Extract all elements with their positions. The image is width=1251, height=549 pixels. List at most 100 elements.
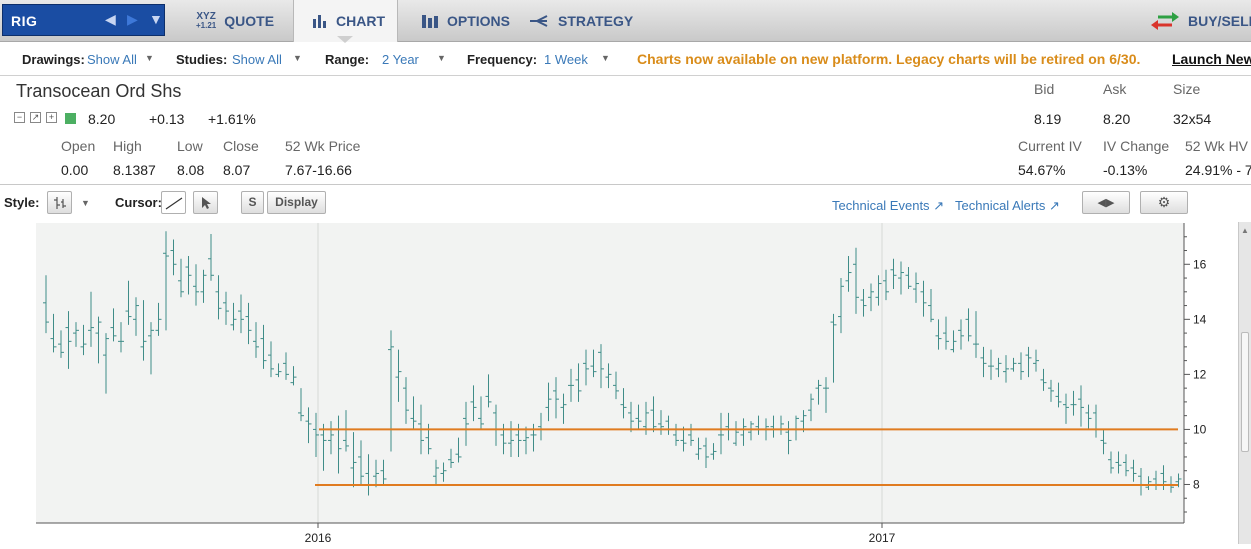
ohlc-bar xyxy=(583,349,589,386)
symbol-ticker[interactable]: RIG xyxy=(11,13,38,29)
range-select[interactable]: 2 Year xyxy=(382,52,419,67)
ohlc-bar xyxy=(883,269,889,301)
price-change: +0.13 xyxy=(149,111,185,127)
next-symbol-icon[interactable]: ▶ xyxy=(127,11,138,27)
collapse-icon[interactable]: − xyxy=(14,112,25,123)
ohlc-bar xyxy=(628,401,634,433)
ohlc-bar xyxy=(223,291,229,325)
ohlc-bar xyxy=(478,396,484,430)
chart-scrollbar[interactable]: ▲ xyxy=(1238,222,1251,544)
ohlc-bar xyxy=(148,322,154,375)
launch-new-link[interactable]: Launch New xyxy=(1172,51,1251,67)
s-button[interactable]: S xyxy=(241,191,264,214)
platform-notice: Charts now available on new platform. Le… xyxy=(637,51,1141,67)
frequency-dropdown-icon[interactable]: ▼ xyxy=(601,53,610,63)
ohlc-bar xyxy=(695,437,702,460)
tab-quote-label: QUOTE xyxy=(224,13,275,29)
buy-sell-button[interactable]: BUY/SELL xyxy=(1150,0,1251,42)
ohlc-bar xyxy=(523,426,529,455)
ohlc-bar xyxy=(1048,379,1054,402)
popout-icon[interactable]: ↗ xyxy=(30,112,41,123)
symbol-dropdown-icon[interactable]: ▼ xyxy=(149,11,163,27)
ohlc-bar xyxy=(898,261,904,295)
ohlc-bar xyxy=(703,437,709,468)
ohlc-bar xyxy=(170,239,177,276)
iv-change-label: IV Change xyxy=(1103,138,1170,154)
chart-toolbar: Style: ▼ Cursor: S Display Technical Eve… xyxy=(0,186,1251,220)
ohlc-bar xyxy=(860,289,867,317)
ohlc-bar xyxy=(560,393,567,424)
ohlc-bar xyxy=(463,401,469,446)
open-label: Open xyxy=(61,138,96,154)
hv-value: 24.91% - 7 xyxy=(1185,162,1251,178)
price-change-pct: +1.61% xyxy=(208,111,256,127)
ohlc-bar xyxy=(605,363,612,389)
ohlc-bar xyxy=(980,346,987,378)
add-watchlist-icon[interactable]: + xyxy=(46,112,57,123)
technical-events-link[interactable]: Technical Events ↗ xyxy=(832,198,945,213)
y-tick-label: 12 xyxy=(1193,367,1207,381)
drawings-label: Drawings: xyxy=(22,52,85,67)
ohlc-bar xyxy=(320,423,327,471)
display-button[interactable]: Display xyxy=(267,191,326,214)
ohlc-bar xyxy=(913,272,919,303)
ohlc-bar xyxy=(1130,459,1137,482)
tab-strategy-label: STRATEGY xyxy=(558,13,634,29)
ohlc-bar xyxy=(1003,355,1009,383)
ohlc-bar xyxy=(313,412,319,457)
ohlc-bar xyxy=(65,311,72,369)
tab-options-label: OPTIONS xyxy=(447,13,511,29)
wk52-label: 52 Wk Price xyxy=(285,138,361,154)
ohlc-bar xyxy=(988,349,994,380)
active-tab-caret xyxy=(337,36,353,43)
ohlc-bar xyxy=(245,302,252,345)
drawings-select[interactable]: Show All xyxy=(87,52,137,67)
ohlc-bar xyxy=(1055,382,1062,408)
frequency-select[interactable]: 1 Week xyxy=(544,52,588,67)
chart-canvas[interactable]: 8 10 12 14 16 2016 2017 xyxy=(0,220,1238,545)
scrollbar-thumb[interactable] xyxy=(1241,332,1249,452)
ohlc-bar xyxy=(853,247,859,314)
ohlc-bar xyxy=(1115,451,1122,474)
ohlc-bar xyxy=(568,368,574,402)
scroll-up-icon[interactable]: ▲ xyxy=(1241,226,1249,235)
cursor-line-button[interactable] xyxy=(161,191,186,214)
tab-strategy[interactable]: STRATEGY xyxy=(528,0,633,42)
tab-quote[interactable]: XYZ +1.21 QUOTE xyxy=(196,0,274,42)
ohlc-bar xyxy=(508,421,514,457)
symbol-selector[interactable]: RIG ◀ ▶ ▼ xyxy=(2,4,165,36)
studies-dropdown-icon[interactable]: ▼ xyxy=(293,53,302,63)
studies-label: Studies: xyxy=(176,52,228,67)
drawings-dropdown-icon[interactable]: ▼ xyxy=(145,53,154,63)
ohlc-bar xyxy=(283,352,289,380)
ohlc-bar xyxy=(673,423,679,446)
ohlc-bar xyxy=(995,357,1002,378)
style-dropdown-icon[interactable]: ▼ xyxy=(81,198,90,208)
price-chart[interactable]: 8 10 12 14 16 2016 2017 xyxy=(0,220,1251,545)
settings-button[interactable]: ⚙ xyxy=(1140,191,1188,214)
expand-width-button[interactable]: ◀▶ xyxy=(1082,191,1130,214)
prev-symbol-icon[interactable]: ◀ xyxy=(105,11,116,27)
tab-chart[interactable]: CHART xyxy=(293,0,398,42)
close-label: Close xyxy=(223,138,259,154)
cursor-pointer-button[interactable] xyxy=(193,191,218,214)
technical-alerts-link[interactable]: Technical Alerts ↗ xyxy=(955,198,1060,213)
ohlc-bar xyxy=(403,377,409,424)
xyz-quote-icon: XYZ +1.21 xyxy=(196,11,217,31)
top-nav-bar: RIG ◀ ▶ ▼ XYZ +1.21 QUOTE CHART OPTIONS S… xyxy=(0,0,1251,43)
chart-settings-bar: Drawings: Show All ▼ Studies: Show All ▼… xyxy=(0,43,1251,76)
ohlc-bar xyxy=(620,388,627,419)
tab-options[interactable]: OPTIONS xyxy=(421,0,510,42)
studies-select[interactable]: Show All xyxy=(232,52,282,67)
ohlc-bar xyxy=(973,311,979,358)
ohlc-style-icon xyxy=(53,197,66,209)
low-value: 8.08 xyxy=(177,162,205,178)
frequency-label: Frequency: xyxy=(467,52,538,67)
ask-value: 8.20 xyxy=(1103,111,1131,127)
ohlc-bar xyxy=(680,426,687,452)
ohlc-bar xyxy=(208,234,214,281)
style-button[interactable] xyxy=(47,191,72,214)
ohlc-bar xyxy=(1033,349,1039,372)
style-label: Style: xyxy=(4,195,40,210)
range-dropdown-icon[interactable]: ▼ xyxy=(437,53,446,63)
